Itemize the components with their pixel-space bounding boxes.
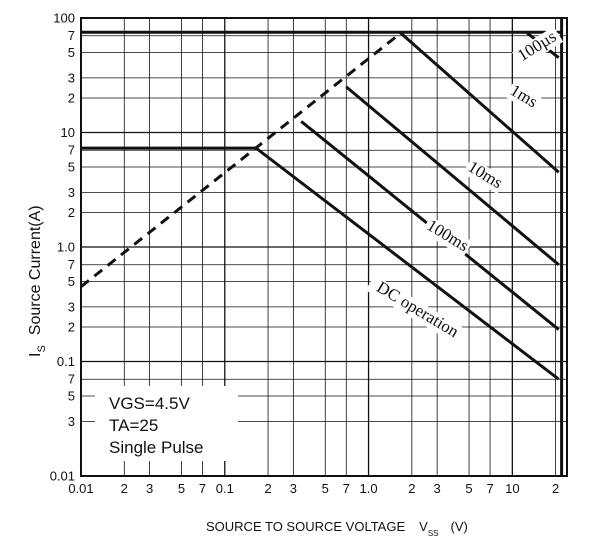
y-tick-label: 3 xyxy=(68,299,75,314)
plot-frame xyxy=(80,17,568,477)
x-tick-label: 0.01 xyxy=(68,481,93,496)
y-tick-label: 10 xyxy=(61,125,75,140)
series-10ms xyxy=(345,85,560,266)
x-axis-subscript: SS xyxy=(428,529,439,538)
y-tick-label: 5 xyxy=(68,388,75,403)
series-1ms xyxy=(398,31,560,174)
y-tick-label: 0.01 xyxy=(50,469,75,484)
y-tick-label: 1.0 xyxy=(57,240,75,255)
curve-label-background xyxy=(504,81,542,114)
x-tick-label: 2 xyxy=(264,481,271,496)
y-axis-symbol: I xyxy=(27,353,44,357)
notes-box xyxy=(95,386,238,461)
series-rds-on-limit xyxy=(80,31,403,288)
x-tick-label: 10 xyxy=(505,481,519,496)
series xyxy=(80,18,564,476)
y-axis-title: IS Source Current(A) xyxy=(27,205,48,357)
curve-label-1ms: 1ms xyxy=(504,80,542,114)
condition-notes: VGS=4.5V TA=25 Single Pulse xyxy=(95,386,238,461)
x-tick-label: 5 xyxy=(465,481,472,496)
tick-labels: 0.01 2 3 5 7 0.1 2 3 5 7 1.0 2 3 5 7 10 20.013570.123571… xyxy=(50,11,560,497)
x-axis-unit: (V) xyxy=(450,519,467,534)
y-tick-label: 100 xyxy=(53,11,75,26)
curve-label-dc-operation: DC operation xyxy=(365,274,469,347)
y-tick-label: 7 xyxy=(68,143,75,158)
y-tick-label: 3 xyxy=(68,185,75,200)
curve-label-background xyxy=(462,157,507,194)
y-tick-label: 2 xyxy=(68,91,75,106)
y-tick-label: 5 xyxy=(68,45,75,60)
curve-label-background xyxy=(512,26,564,68)
curve-label-text: DC operation xyxy=(373,277,462,341)
condition-note: Single Pulse xyxy=(109,438,204,457)
y-tick-label: 2 xyxy=(68,320,75,335)
x-tick-label: 5 xyxy=(322,481,329,496)
y-tick-label: 7 xyxy=(68,257,75,272)
y-tick-label: 7 xyxy=(68,372,75,387)
x-tick-label: 2 xyxy=(552,481,559,496)
x-tick-label: 2 xyxy=(408,481,415,496)
curve-label-background xyxy=(421,216,473,258)
x-axis-label: SOURCE TO SOURCE VOLTAGE xyxy=(206,519,405,534)
x-tick-label: 3 xyxy=(290,481,297,496)
x-tick-label: 7 xyxy=(199,481,206,496)
x-tick-label: 0.1 xyxy=(216,481,234,496)
y-tick-label: 7 xyxy=(68,28,75,43)
condition-note: TA=25 xyxy=(109,416,158,435)
curve-label-text: 100ms xyxy=(424,216,473,256)
y-tick-label: 5 xyxy=(68,159,75,174)
x-tick-label: 3 xyxy=(146,481,153,496)
svg-text:ISSource Current(A): IS Source Current(A) xyxy=(27,205,48,357)
y-axis-label: Source Current(A) xyxy=(27,205,44,335)
y-tick-label: 3 xyxy=(68,70,75,85)
y-tick-label: 5 xyxy=(68,274,75,289)
y-axis-subscript: S xyxy=(36,345,48,352)
x-tick-label: 1.0 xyxy=(360,481,378,496)
curve-label-background xyxy=(365,274,469,347)
x-axis-title: SOURCE TO SOURCE VOLTAGE VSS (V) xyxy=(206,519,468,538)
y-tick-label: 3 xyxy=(68,414,75,429)
y-tick-label: 2 xyxy=(68,205,75,220)
x-tick-label: 2 xyxy=(121,481,128,496)
x-axis-symbol: V xyxy=(419,519,428,534)
condition-note: VGS=4.5V xyxy=(109,394,190,413)
x-tick-label: 5 xyxy=(178,481,185,496)
series-dc-operation xyxy=(81,146,560,381)
x-tick-label: 7 xyxy=(343,481,350,496)
x-tick-label: 7 xyxy=(486,481,493,496)
y-tick-label: 0.1 xyxy=(57,354,75,369)
x-tick-label: 3 xyxy=(434,481,441,496)
curve-label-100ms: 100ms xyxy=(421,216,473,258)
